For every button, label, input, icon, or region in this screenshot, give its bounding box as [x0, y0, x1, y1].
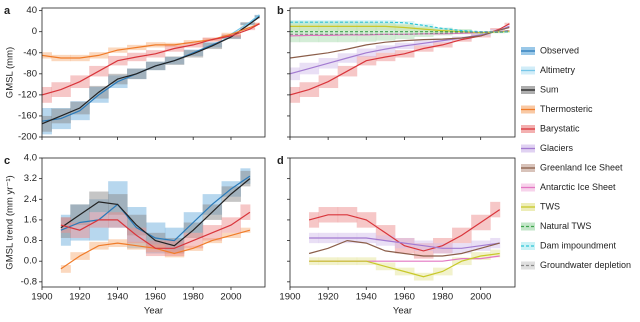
uncertainty-band: [504, 25, 510, 28]
y-tick-label: 0.0: [24, 256, 37, 267]
legend-label: Glaciers: [540, 143, 574, 153]
y-tick-label: -80: [23, 68, 37, 79]
plot-area: [42, 14, 260, 135]
x-tick-label: 1980: [183, 292, 204, 303]
series-line: [308, 209, 501, 252]
axes-frame: [41, 157, 266, 288]
x-tick-label: 1960: [394, 292, 415, 303]
series-line: [60, 211, 251, 249]
uncertainty-band: [490, 201, 501, 218]
legend-label: Altimetry: [540, 65, 576, 75]
uncertainty-band: [318, 20, 339, 25]
uncertainty-band: [433, 27, 453, 30]
uncertainty-band: [240, 28, 256, 31]
plot-area: [60, 168, 251, 273]
panel-label: a: [4, 5, 11, 17]
x-tick-label: 1960: [145, 292, 166, 303]
panel-label: c: [4, 155, 10, 167]
uncertainty-band: [42, 52, 52, 59]
plot-area: [308, 201, 501, 281]
y-tick-label: 4.0: [24, 153, 37, 164]
y-tick-label: -40: [23, 47, 37, 58]
uncertainty-band: [60, 217, 71, 233]
series-line: [42, 23, 260, 96]
legend-label: TWS: [540, 201, 560, 211]
y-tick-label: -120: [18, 89, 37, 100]
uncertainty-band: [290, 86, 301, 103]
y-tick-label: 40: [26, 5, 37, 16]
series-line: [309, 237, 500, 249]
x-tick-label: 1940: [107, 292, 128, 303]
uncertainty-band: [240, 227, 251, 233]
series-line: [290, 30, 510, 35]
x-tick-label: 1980: [432, 292, 453, 303]
y-tick-label: 0.8: [24, 235, 37, 246]
y-tick-label: -0.8: [21, 276, 37, 287]
x-tick-label: 1900: [279, 292, 300, 303]
y-tick-label: -160: [18, 110, 37, 121]
uncertainty-band: [299, 20, 320, 25]
x-tick-label: 1940: [356, 292, 377, 303]
uncertainty-band: [60, 265, 71, 273]
y-tick-label: 3.2: [24, 173, 37, 184]
series-line: [230, 14, 260, 35]
uncertainty-band: [240, 26, 256, 29]
series-line: [60, 175, 251, 242]
uncertainty-band: [490, 249, 501, 258]
series-line: [42, 23, 260, 59]
series-line: [309, 252, 500, 278]
axes-frame: [289, 157, 516, 288]
uncertainty-band: [42, 86, 52, 103]
x-tick-label: 1920: [318, 292, 339, 303]
series-line: [290, 26, 510, 59]
uncertainty-band: [240, 204, 251, 220]
uncertainty-band: [290, 67, 301, 81]
x-axis-label: Year: [144, 306, 163, 317]
x-tick-label: 2000: [220, 292, 241, 303]
legend-label: Sum: [540, 84, 559, 94]
series-line: [42, 16, 260, 125]
uncertainty-band: [504, 22, 510, 25]
x-tick-label: 2000: [470, 292, 491, 303]
series-line: [290, 25, 510, 75]
y-tick-label: 1.6: [24, 214, 37, 225]
panel-label: b: [277, 5, 284, 17]
plot-area: [290, 20, 510, 103]
x-tick-label: 1920: [69, 292, 90, 303]
x-axis-label: Year: [393, 306, 412, 317]
panel-label: d: [277, 155, 284, 167]
y-tick-label: 0: [32, 26, 37, 37]
legend-label: Thermosteric: [540, 104, 593, 114]
uncertainty-band: [42, 115, 52, 132]
axes-frame: [289, 7, 516, 138]
y-tick-label: -200: [18, 132, 37, 143]
uncertainty-band: [309, 212, 320, 228]
legend-label: Dam impoundment: [540, 240, 617, 250]
uncertainty-band: [413, 23, 434, 27]
y-axis-label: GMSL (mm): [5, 47, 16, 98]
y-tick-label: 2.4: [24, 194, 37, 205]
uncertainty-band: [413, 26, 434, 37]
series-line: [308, 239, 500, 257]
y-axis-label: GMSL trend (mm yr⁻¹): [5, 175, 16, 269]
legend-label: Observed: [540, 45, 579, 55]
uncertainty-band: [254, 22, 260, 25]
axes-frame: [41, 7, 266, 138]
legend-label: Groundwater depletion: [540, 260, 631, 270]
legend-label: Greenland Ice Sheet: [540, 162, 623, 172]
series-line: [60, 178, 251, 247]
legend-label: Natural TWS: [540, 221, 591, 231]
uncertainty-band: [394, 21, 415, 25]
x-tick-label: 1900: [31, 292, 52, 303]
legend-label: Barystatic: [540, 123, 580, 133]
legend-label: Antarctic Ice Sheet: [540, 182, 616, 192]
